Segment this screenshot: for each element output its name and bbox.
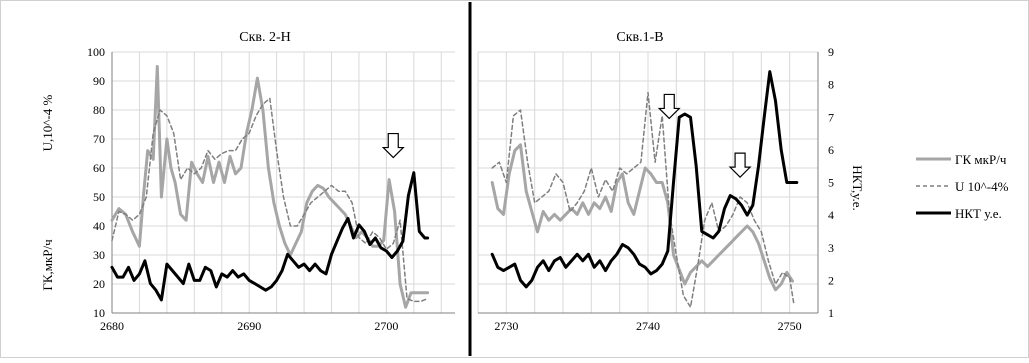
y-right-tick-label: 4 — [828, 208, 834, 222]
x-tick-label: 2680 — [100, 319, 124, 333]
y-left-tick-label: 10 — [93, 306, 105, 320]
down-arrow-marker — [381, 132, 405, 159]
legend-label-u: U 10^-4% — [955, 179, 1009, 194]
legend-item-u: U 10^-4% — [916, 179, 1009, 194]
legend-label-nkt: НКТ у.е. — [955, 206, 1002, 221]
y-right-label: НКТ,у.е. — [850, 165, 865, 210]
y-left-tick-label: 100 — [87, 45, 105, 59]
x-tick-labels-left: 2680 2690 2700 — [100, 319, 398, 333]
y-right-tick-label: 9 — [828, 45, 834, 59]
y-right-tick-label: 6 — [828, 143, 834, 157]
y-left-tick-label: 90 — [93, 74, 105, 88]
y-left-tick-label: 30 — [93, 248, 105, 262]
x-tick-label: 2750 — [778, 319, 802, 333]
series-line-gk-right — [490, 143, 794, 292]
series-line-nkt-right — [490, 70, 799, 289]
panel-left: 2680 2690 2700 10 20 30 40 50 60 70 80 90 100 Скв. … — [87, 30, 455, 333]
x-tick-labels-right: 2730 2740 2750 — [494, 319, 801, 333]
y-right-tick-label: 8 — [828, 78, 834, 92]
down-arrow-marker — [657, 93, 681, 120]
legend: ГК мкР/ч U 10^-4% НКТ у.е. — [916, 152, 1009, 221]
panel-right-title: Скв.1-В — [616, 30, 663, 45]
y-left-label-top: U,10^-4 % — [40, 95, 55, 152]
series-line-u-right — [491, 91, 795, 308]
series-line-nkt-left — [110, 171, 430, 302]
y-left-tick-label: 20 — [93, 277, 105, 291]
x-tick-label: 2730 — [494, 319, 518, 333]
y-left-tick-label: 60 — [93, 161, 105, 175]
arrows-right — [657, 93, 752, 178]
x-tick-label: 2700 — [374, 319, 398, 333]
series-left — [110, 65, 430, 309]
y-right-tick-label: 2 — [828, 273, 834, 287]
y-right-tick-label: 3 — [828, 241, 834, 255]
legend-item-nkt: НКТ у.е. — [916, 206, 1002, 221]
y-left-tick-labels: 10 20 30 40 50 60 70 80 90 100 — [87, 45, 105, 320]
down-arrow-marker — [728, 152, 752, 178]
panel-right: 2730 2740 2750 1 2 3 4 5 6 7 8 9 Скв.1-В — [477, 30, 834, 333]
arrows-left — [381, 132, 405, 159]
y-left-tick-label: 70 — [93, 132, 105, 146]
x-tick-label: 2690 — [237, 319, 261, 333]
y-left-tick-label: 80 — [93, 103, 105, 117]
series-right — [490, 70, 799, 308]
grid-left — [111, 51, 455, 314]
x-tick-label: 2740 — [636, 319, 660, 333]
y-right-tick-label: 1 — [828, 306, 834, 320]
y-left-tick-label: 40 — [93, 219, 105, 233]
series-line-gk-left — [110, 65, 430, 309]
y-left-tick-label: 50 — [93, 190, 105, 204]
y-right-tick-label: 5 — [828, 176, 834, 190]
legend-item-gk: ГК мкР/ч — [916, 152, 1007, 167]
legend-label-gk: ГК мкР/ч — [955, 152, 1007, 167]
series-line-u-left — [111, 97, 429, 303]
y-left-label-bottom: ГК,мкР/ч — [40, 239, 55, 291]
y-right-tick-label: 7 — [828, 110, 834, 124]
panel-left-title: Скв. 2-Н — [239, 30, 291, 45]
y-right-tick-labels: 1 2 3 4 5 6 7 8 9 — [828, 45, 834, 320]
